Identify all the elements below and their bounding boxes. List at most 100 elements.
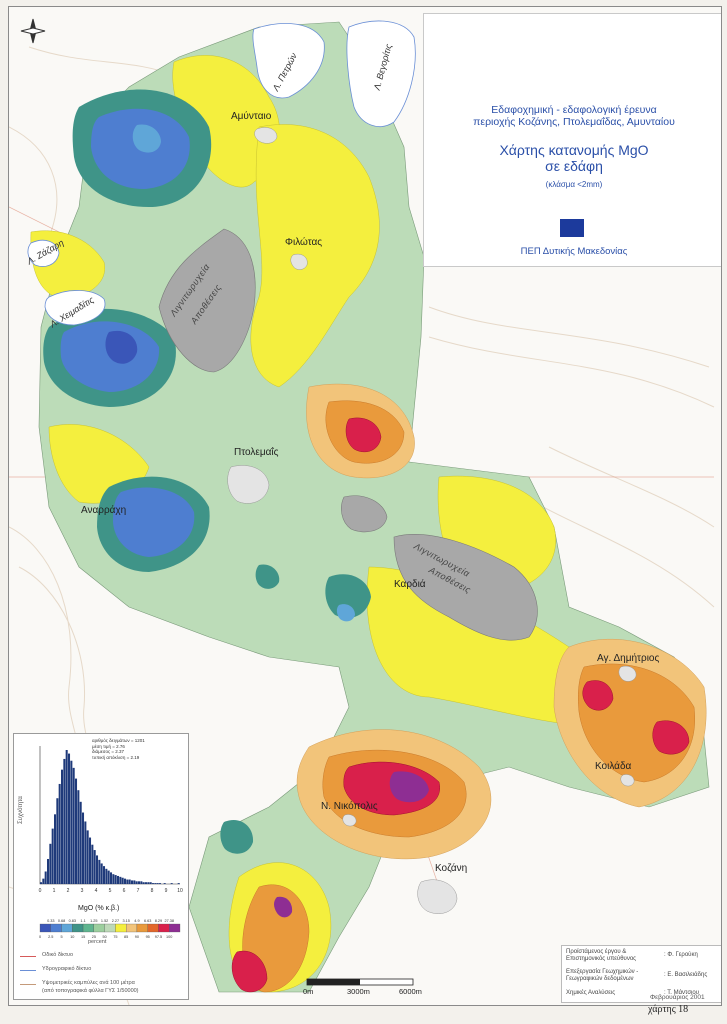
lakes[interactable] [27,20,416,326]
zone-low [43,89,371,854]
histogram-x-tick: 6 [123,888,126,894]
histogram-bar [110,872,113,884]
histogram-bar [142,882,145,884]
histogram-bar [91,844,94,884]
histogram-bar [72,767,75,884]
place-kardia[interactable]: Καρδιά [394,579,426,590]
map-date: Φεβρουάριος 2001 [650,994,705,1001]
place-n-nikopolis[interactable]: Ν. Νικόπολις [321,801,378,812]
zone-purple [274,771,429,918]
histogram-bar [98,859,101,884]
program-name: ΠΕΠ Δυτικής Μακεδονίας [520,246,628,257]
map-title-panel: Εδαφοχημική - εδαφολογική έρευνα περιοχή… [423,13,721,267]
class-break-label: 0.83 [69,919,76,923]
mgo-distribution-map[interactable] [9,7,721,1005]
histogram-bar [93,850,96,884]
road-symbol-icon [20,956,36,957]
credit-role-1: Προϊστάμενος έργου & Επιστημονικός υπεύθ… [566,949,637,962]
histogram-x-tick: 2 [67,888,70,894]
eu-flag-icon [560,219,584,237]
percentile-label: 100 [166,935,172,939]
histogram-bar [112,874,115,884]
place-ptolemais[interactable]: Πτολεμαΐς [234,447,279,458]
histogram-bar [47,858,50,884]
place-anarrachi[interactable]: Αναρράχη [81,505,127,516]
class-break-label: 1.1 [80,919,85,923]
scale-label-6000: 6000m [399,987,422,996]
percentile-label: 50 [102,935,106,939]
histogram-bar [154,883,157,884]
mgo-histogram: 0 1 2 3 4 5 6 7 8 9 10 [39,746,183,894]
sheet-number: χάρτης 18 [648,1004,689,1015]
histogram-bar [114,875,117,884]
histogram-bar [65,750,68,884]
lignite-mines [158,228,538,641]
map-sheet: Αμύνταιο Φιλώτας Πτολεμαΐς Αναρράχη Καρδ… [8,6,722,1006]
class-break-label: 27.38 [164,919,174,923]
class-break-label: 4.9 [134,919,139,923]
credit-name-2: : Ε. Βασιλειάδης [664,972,708,978]
project-title-line1: Εδαφοχημική - εδαφολογική έρευνα [491,104,657,116]
histogram-bar [84,821,87,884]
histogram-bar [70,760,73,884]
percentile-label: 2.5 [48,935,53,939]
river-symbol-icon [20,970,36,971]
histogram-bar [82,812,85,884]
stat-row: αριθμός δειγμάτων = 1201 [92,738,145,743]
histogram-bar [145,882,148,884]
histogram-bar [68,753,71,884]
class-swatch [104,923,116,933]
class-swatch [61,923,73,933]
histogram-bar [103,866,106,884]
place-ag-dimitrios[interactable]: Αγ. Δημήτριος [597,653,660,664]
histogram-bar [149,882,152,884]
place-koilada[interactable]: Κοιλάδα [595,761,632,772]
class-swatch [115,923,127,933]
histogram-bar [140,881,143,884]
percentile-label: 15 [81,935,85,939]
histogram-x-tick: 5 [109,888,112,894]
contour-symbol-icon [20,984,36,985]
place-filotas[interactable]: Φιλώτας [285,237,323,248]
histogram-bar [58,783,61,884]
histogram-bar [89,837,92,884]
town-areas [227,127,637,914]
scale-label-0: 0m [303,987,314,996]
histogram-bar [128,879,131,884]
histogram-bar [133,880,136,884]
histogram-bar [63,758,66,884]
histogram-bar [56,798,59,884]
place-kozani[interactable]: Κοζάνη [435,863,468,874]
project-title-line2: περιοχής Κοζάνης, Πτολεμαΐδας, Αμυνταίου [473,116,675,128]
histogram-y-label: Συχνότητα [18,796,24,824]
scale-bar [306,978,414,986]
place-amyntaio[interactable]: Αμύνταιο [231,111,272,122]
map-title-line1: Χάρτης κατανομής MgO [499,142,649,158]
class-break-label: 1.52 [101,919,108,923]
histogram-x-tick: 0 [39,888,42,894]
histogram-bar [75,778,78,884]
histogram-x-tick: 1 [53,888,56,894]
histogram-bar [51,828,54,884]
histogram-bar [77,790,80,884]
north-arrow-icon [20,18,46,44]
histogram-bar [42,878,45,884]
percentile-label: 5 [60,935,62,939]
percentile-label: 90 [135,935,139,939]
legend-title: MgO (% κ.β.) [78,905,120,912]
histogram-bar [124,878,127,884]
histogram-bar [117,875,120,884]
legend-panel: αριθμός δειγμάτων = 1201 μέση τιμή = 2.7… [13,733,189,1000]
percentile-label: 10 [70,935,74,939]
histogram-bar [163,883,166,884]
histogram-bar [177,883,180,884]
class-break-label: 8.29 [155,919,162,923]
histogram-bar [44,871,47,884]
class-swatch [147,923,159,933]
histogram-bar [138,881,141,884]
class-break-label: 1.25 [90,919,97,923]
histogram-bar [131,880,134,884]
histogram-x-tick: 10 [177,888,183,894]
histogram-bar [152,883,155,884]
class-swatch [39,923,51,933]
